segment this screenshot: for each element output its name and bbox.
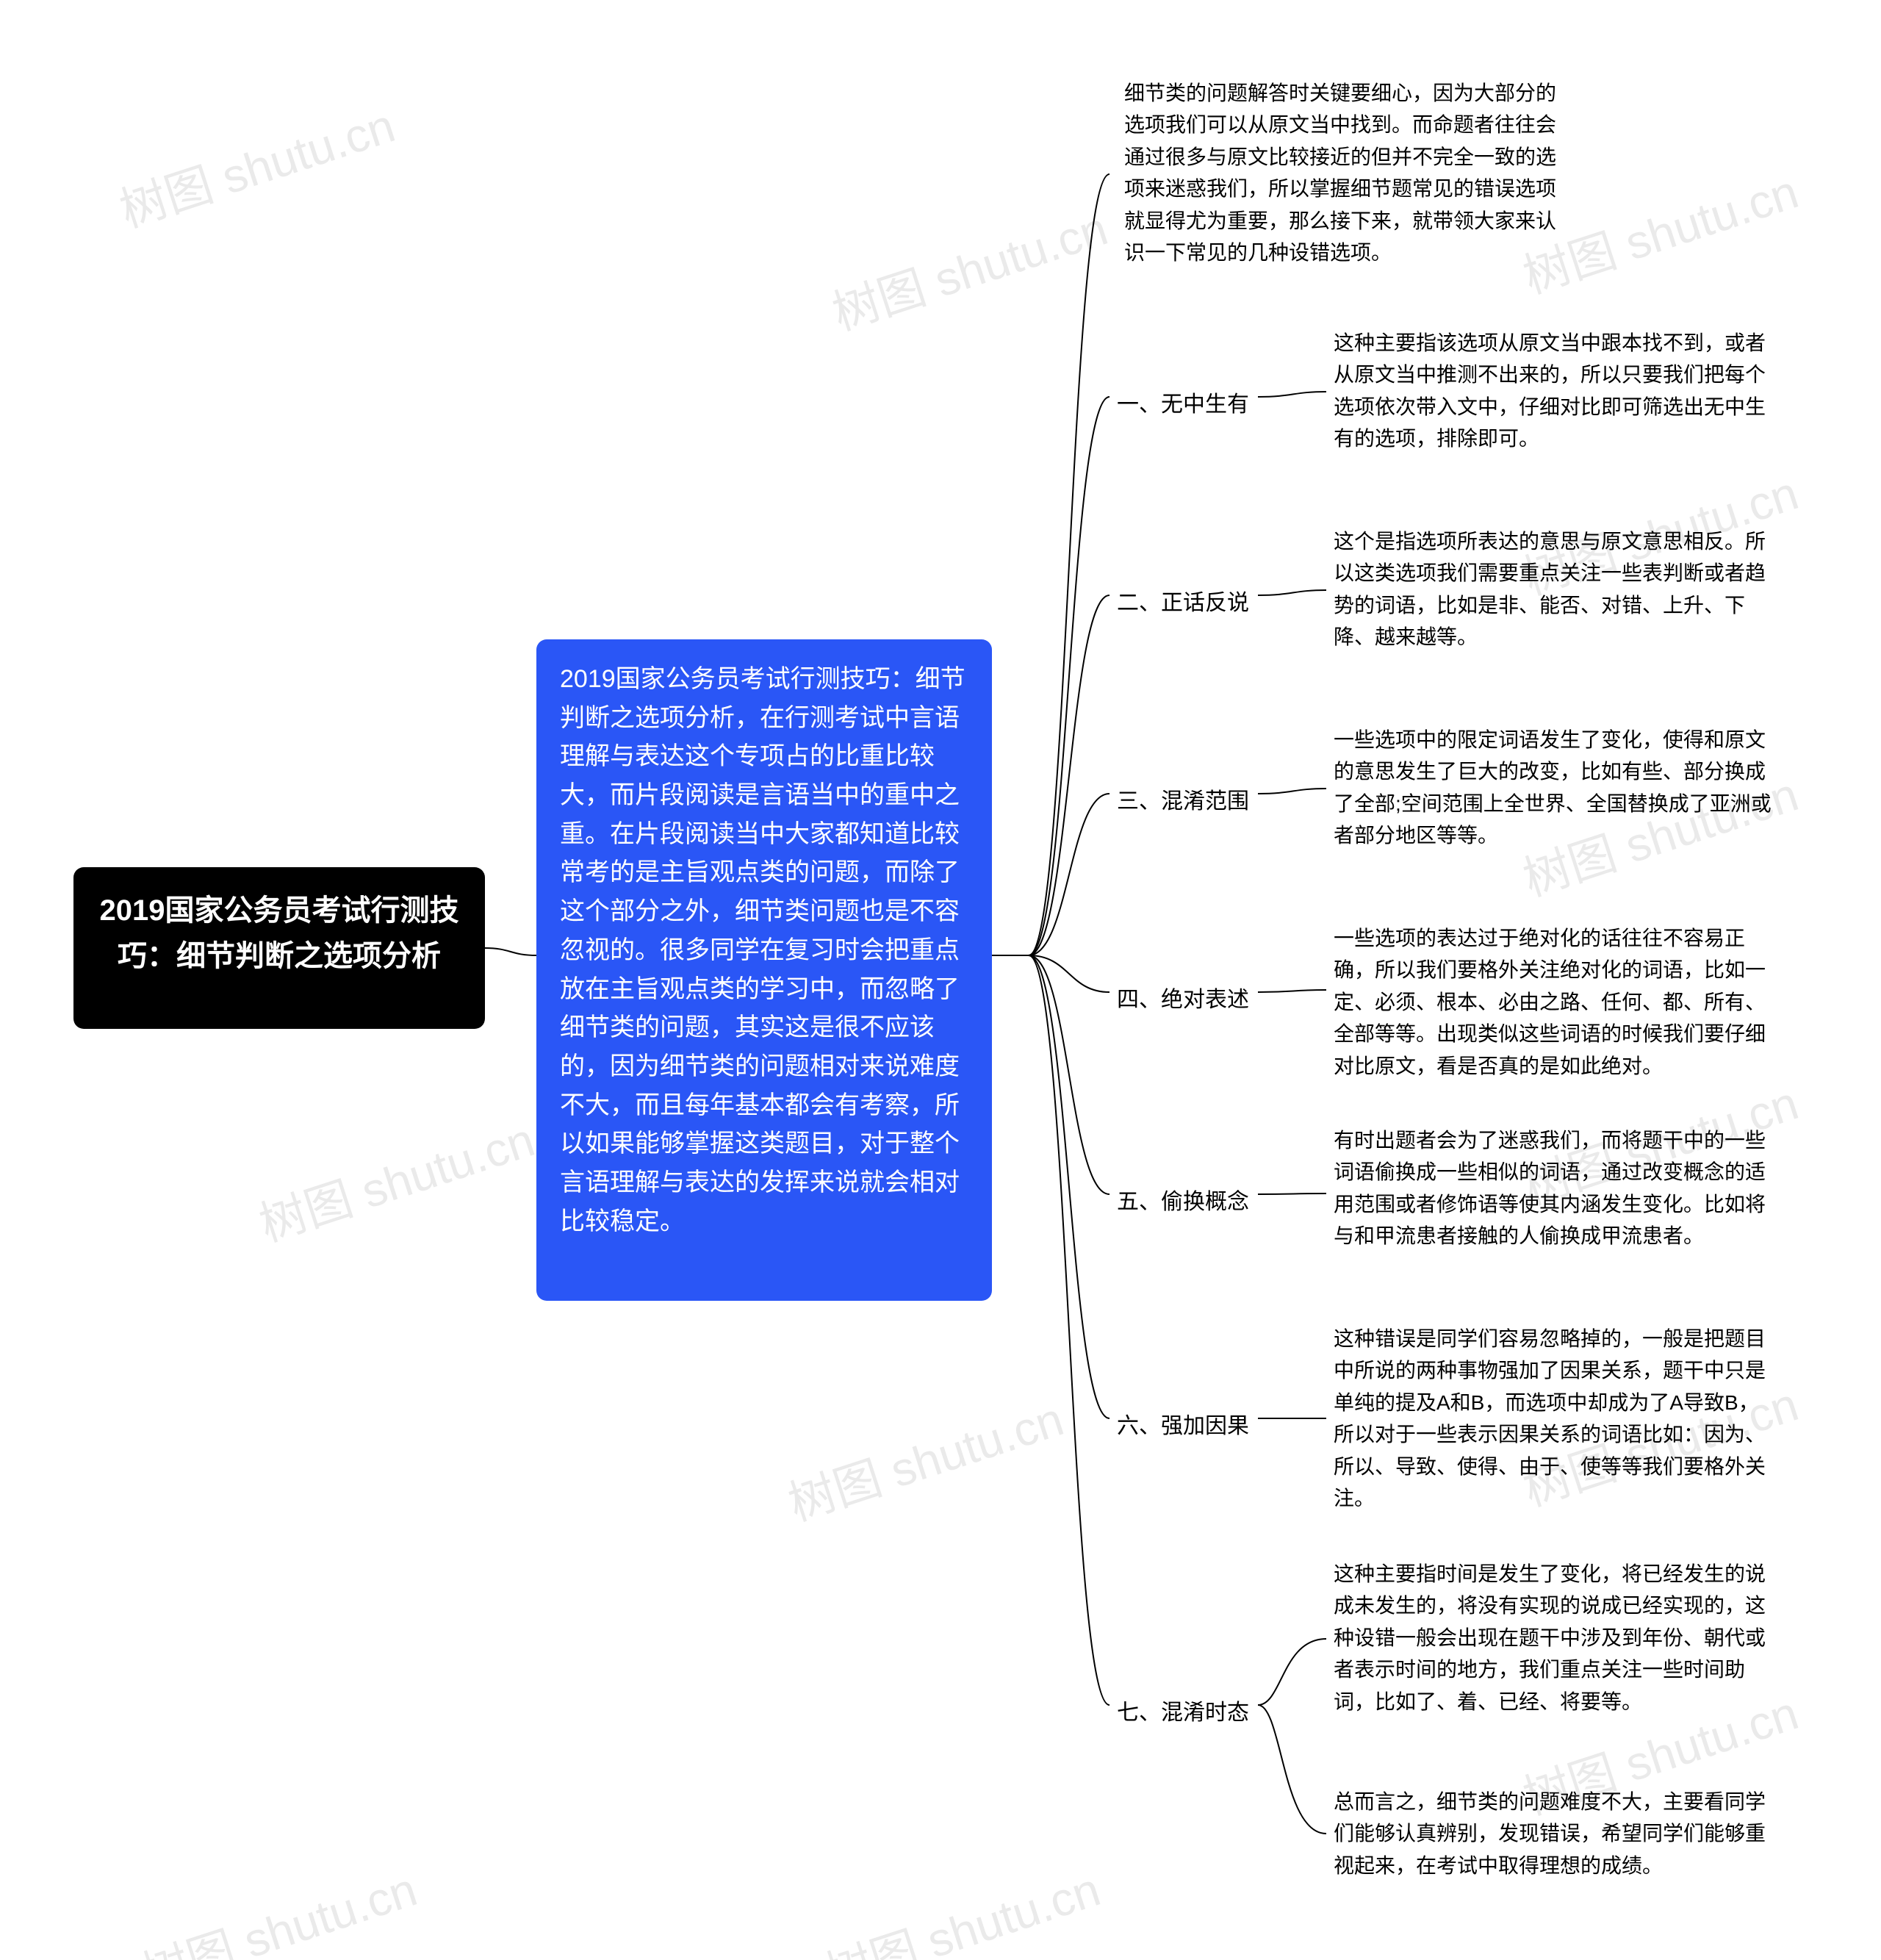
branch-label[interactable]: 一、无中生有	[1117, 386, 1249, 418]
watermark: 树图 shutu.cn	[779, 1382, 1071, 1534]
branch-label[interactable]: 五、偷换概念	[1117, 1183, 1249, 1216]
watermark: 树图 shutu.cn	[823, 191, 1115, 343]
branch-label[interactable]: 七、混淆时态	[1117, 1694, 1249, 1726]
leaf-text: 总而言之，细节类的问题难度不大，主要看同学们能够认真辨别，发现错误，希望同学们能…	[1334, 1786, 1774, 1881]
description-node[interactable]: 2019国家公务员考试行测技巧：细节判断之选项分析，在行测考试中言语理解与表达这…	[536, 639, 992, 1301]
leaf-text: 细节类的问题解答时关键要细心，因为大部分的选项我们可以从原文当中找到。而命题者往…	[1124, 77, 1565, 268]
root-node-text: 2019国家公务员考试行测技巧：细节判断之选项分析	[100, 894, 459, 972]
branch-label[interactable]: 二、正话反说	[1117, 584, 1249, 617]
branch-label[interactable]: 三、混淆范围	[1117, 783, 1249, 815]
watermark: 树图 shutu.cn	[132, 1852, 424, 1960]
leaf-text: 这个是指选项所表达的意思与原文意思相反。所以这类选项我们需要重点关注一些表判断或…	[1334, 525, 1774, 653]
watermark: 树图 shutu.cn	[250, 1102, 542, 1254]
root-node[interactable]: 2019国家公务员考试行测技巧：细节判断之选项分析	[73, 867, 485, 1029]
leaf-text: 这种主要指该选项从原文当中跟本找不到，或者从原文当中推测不出来的，所以只要我们把…	[1334, 327, 1774, 455]
leaf-text: 这种主要指时间是发生了变化，将已经发生的说成未发生的，将没有实现的说成已经实现的…	[1334, 1558, 1774, 1717]
leaf-text: 一些选项中的限定词语发生了变化，使得和原文的意思发生了巨大的改变，比如有些、部分…	[1334, 724, 1774, 852]
branch-label[interactable]: 四、绝对表述	[1117, 981, 1249, 1013]
leaf-text: 一些选项的表达过于绝对化的话往往不容易正确，所以我们要格外关注绝对化的词语，比如…	[1334, 922, 1774, 1082]
watermark: 树图 shutu.cn	[110, 88, 402, 240]
branch-label[interactable]: 六、强加因果	[1117, 1407, 1249, 1440]
leaf-text: 这种错误是同学们容易忽略掉的，一般是把题目中所说的两种事物强加了因果关系，题干中…	[1334, 1323, 1774, 1514]
watermark: 树图 shutu.cn	[816, 1852, 1107, 1960]
leaf-text: 有时出题者会为了迷惑我们，而将题干中的一些词语偷换成一些相似的词语，通过改变概念…	[1334, 1124, 1774, 1252]
description-text: 2019国家公务员考试行测技巧：细节判断之选项分析，在行测考试中言语理解与表达这…	[560, 665, 965, 1235]
mindmap-canvas: 树图 shutu.cn 树图 shutu.cn 树图 shutu.cn 树图 shut…	[0, 0, 1881, 1960]
